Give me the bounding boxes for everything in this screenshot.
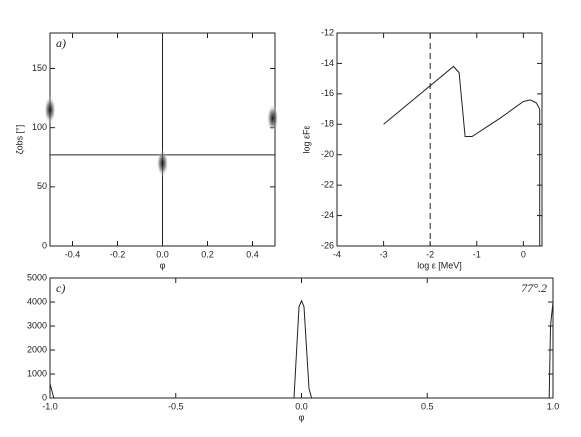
x-tick-label: 0.0 (156, 249, 169, 259)
density-blob (156, 149, 169, 178)
data-line (49, 383, 55, 399)
plot-frame (49, 277, 554, 399)
x-tick-label: -0.5 (168, 401, 184, 411)
data-line (548, 301, 554, 399)
x-tick-label: -3 (380, 249, 388, 259)
annotation: 77°.2 (521, 281, 547, 295)
x-axis-label: φ (160, 260, 166, 270)
panel-label: c) (56, 281, 65, 295)
x-tick-label: -2 (426, 249, 434, 259)
y-tick-label: -26 (321, 240, 334, 250)
y-tick-label: 4000 (27, 296, 47, 306)
y-tick-label: 2000 (27, 344, 47, 354)
y-tick-label: -12 (321, 27, 334, 37)
y-axis-label: log εFε (301, 125, 311, 153)
x-tick-label: 0.4 (246, 249, 259, 259)
y-axis-label: ζobs [°] (14, 125, 24, 155)
panel-label: a) (56, 36, 66, 50)
y-tick-label: 3000 (27, 320, 47, 330)
y-tick-label: -18 (321, 119, 334, 129)
y-tick-label: 0 (42, 240, 47, 250)
data-line (383, 65, 541, 246)
x-tick-label: -0.4 (65, 249, 81, 259)
y-tick-label: 150 (32, 63, 47, 73)
x-tick-label: 1.0 (547, 401, 560, 411)
y-tick-label: 0 (42, 392, 47, 402)
y-tick-label: -16 (321, 88, 334, 98)
data-line (293, 299, 313, 399)
x-tick-label: -1 (473, 249, 481, 259)
y-tick-label: -20 (321, 149, 334, 159)
x-tick-label: -4 (333, 249, 341, 259)
y-tick-label: -24 (321, 210, 334, 220)
y-tick-label: -14 (321, 58, 334, 68)
x-tick-label: 0.2 (201, 249, 214, 259)
y-tick-label: 1000 (27, 368, 47, 378)
x-tick-label: 0.5 (421, 401, 434, 411)
density-blob (44, 95, 56, 124)
y-tick-label: -22 (321, 180, 334, 190)
x-tick-label: -1.0 (42, 401, 58, 411)
density-blob (266, 104, 279, 133)
x-axis-label: log ε [MeV] (417, 260, 462, 270)
plot-frame (336, 32, 543, 247)
y-tick-label: 100 (32, 122, 47, 132)
x-axis-label: φ (299, 412, 305, 422)
x-tick-label: 0 (521, 249, 526, 259)
x-tick-label: 0.0 (295, 401, 308, 411)
y-tick-label: 5000 (27, 272, 47, 282)
y-tick-label: 50 (37, 181, 47, 191)
x-tick-label: -0.2 (110, 249, 126, 259)
